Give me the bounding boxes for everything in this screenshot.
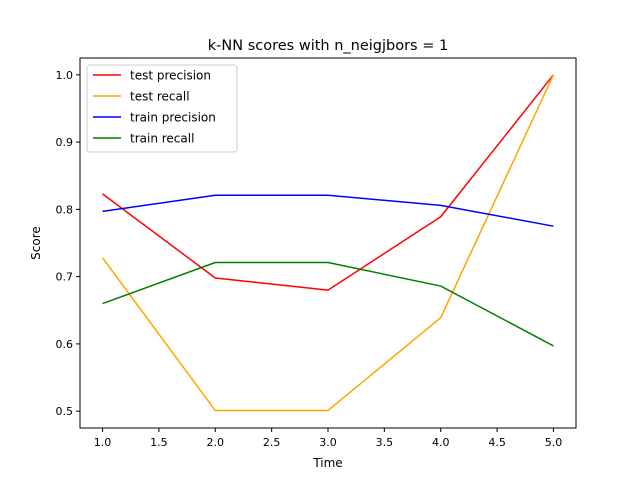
series-line-train-precision — [102, 194, 554, 227]
x-tick-label: 1.0 — [94, 436, 112, 449]
y-tick-label: 0.5 — [56, 405, 74, 418]
legend-box — [86, 64, 238, 153]
x-tick-label: 3.5 — [376, 436, 394, 449]
x-tick-label: 4.0 — [432, 436, 450, 449]
x-axis-label: Time — [312, 456, 342, 470]
series-layer — [101, 74, 555, 412]
x-tick-label: 4.5 — [488, 436, 506, 449]
legend-label: train precision — [130, 111, 216, 125]
series-line-test-precision — [102, 74, 555, 291]
y-tick-label: 1.0 — [56, 69, 74, 82]
x-tick-label: 1.5 — [150, 436, 168, 449]
chart-title: k-NN scores with n_neigjbors = 1 — [208, 38, 448, 54]
y-axis-label: Score — [29, 226, 43, 260]
y-tick-label: 0.6 — [56, 338, 74, 351]
y-tick-label: 0.8 — [56, 203, 74, 216]
x-tick-label: 3.0 — [319, 436, 337, 449]
legend-label: test recall — [130, 90, 190, 104]
legend: test precision test recall train precision… — [86, 64, 238, 153]
x-tick-label: 2.5 — [263, 436, 281, 449]
y-axis-ticks: 0.5 0.6 0.7 0.8 0.9 1.0 — [56, 69, 80, 418]
series-line-test-recall — [101, 74, 555, 412]
legend-label: test precision — [130, 69, 211, 83]
y-tick-label: 0.7 — [56, 271, 74, 284]
series-line-train-recall — [102, 261, 554, 347]
y-tick-label: 0.9 — [56, 136, 74, 149]
legend-label: train recall — [130, 132, 194, 146]
x-tick-label: 2.0 — [207, 436, 225, 449]
x-tick-label: 5.0 — [545, 436, 563, 449]
x-axis-ticks: 1.0 1.5 2.0 2.5 3.0 3.5 4.0 4.5 5.0 — [94, 428, 562, 449]
